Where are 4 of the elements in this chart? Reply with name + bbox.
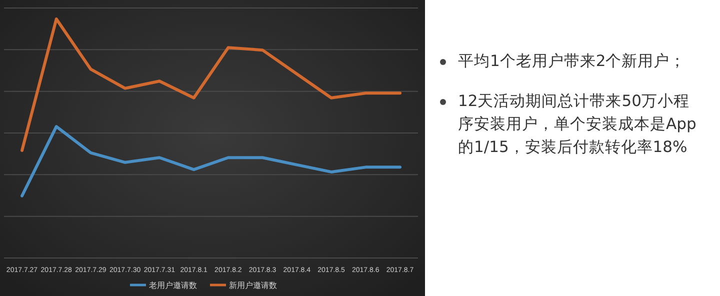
- legend-label: 老用户邀请数: [149, 281, 197, 290]
- legend-label: 新用户邀请数: [229, 281, 277, 290]
- text: 平均1个老用户带来2个新用户；: [458, 51, 686, 72]
- text: 12天活动期间总计带来50万小程序安装用户，单个安装成本是App的1/15，安装后付款转化率18%: [458, 91, 698, 158]
